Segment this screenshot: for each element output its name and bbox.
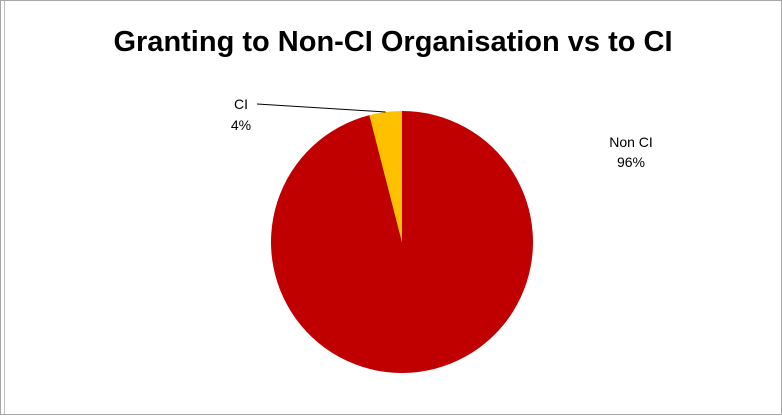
chart-title: Granting to Non-CI Organisation vs to CI xyxy=(113,26,673,58)
pie-slice-ci xyxy=(369,111,402,242)
ci-leader-line xyxy=(256,103,386,113)
data-label-nonci-name: Non CI xyxy=(609,134,653,150)
pie-slices xyxy=(270,111,533,373)
chart-area: Granting to Non-CI Organisation vs to CI xyxy=(4,1,781,414)
data-label-ci-name: CI xyxy=(234,96,248,112)
data-label-nonci-percent: 96% xyxy=(617,154,645,170)
data-label-ci-percent: 4% xyxy=(231,117,251,133)
